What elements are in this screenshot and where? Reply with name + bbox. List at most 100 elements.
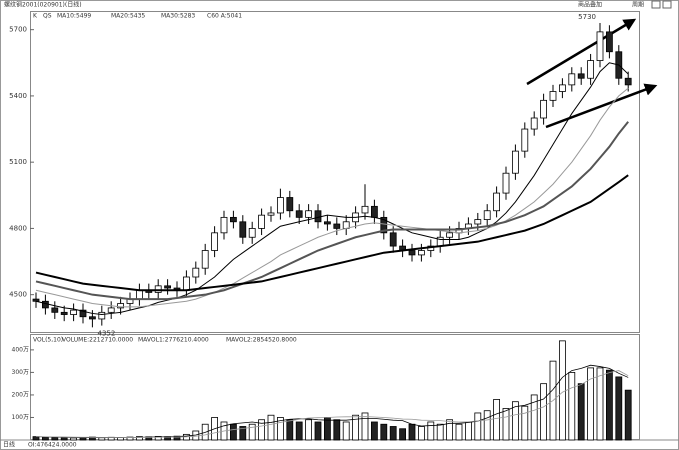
y-tick-label: 5700 (9, 26, 27, 34)
volume-bar (464, 421, 472, 441)
candle-body (192, 267, 200, 278)
candle-body (530, 117, 538, 130)
candle-body (493, 192, 501, 212)
volume-bar (239, 426, 247, 441)
volume-bar (248, 423, 256, 441)
candle-body (333, 223, 341, 229)
candle-body (267, 212, 275, 216)
legend-entry: C60 A:5041 (207, 13, 242, 20)
trend-arrow (526, 18, 637, 86)
candle-body (361, 205, 369, 214)
candle-body (42, 300, 49, 309)
volume-title: VOL(5,10) (33, 337, 63, 344)
candle-body (408, 250, 416, 256)
volume-bar (455, 423, 463, 441)
volume-legend: MAVOL2:2854520.8000 (226, 337, 297, 344)
ma-line (35, 87, 629, 308)
volume-bar (606, 369, 613, 441)
candle-body (568, 73, 576, 86)
legend-label: QS (43, 13, 52, 20)
candle-body (89, 316, 96, 320)
volume-bar (502, 408, 510, 441)
volume-bar (436, 423, 444, 441)
candle-body (248, 228, 256, 238)
volume-bar (352, 414, 360, 441)
window-button[interactable] (662, 0, 672, 9)
window-button[interactable] (651, 0, 661, 9)
volume-bar (267, 414, 275, 441)
volume-ma-line (35, 370, 629, 438)
candle-body (154, 285, 162, 293)
candle-body (596, 31, 604, 61)
volume-bar (32, 436, 40, 441)
volume-bar (286, 419, 294, 441)
legend-label: K (33, 13, 38, 20)
volume-bar (295, 421, 303, 441)
candle-body (446, 232, 454, 238)
volume-bar (427, 421, 435, 441)
candle-body (276, 197, 284, 214)
candle-body (314, 210, 322, 223)
volume-tick-label: 400万 (12, 346, 29, 353)
y-tick-label: 4800 (9, 224, 27, 232)
price-panel (30, 11, 640, 333)
footer-oi: OI:476424.0000 (28, 442, 77, 449)
candle-body (606, 31, 613, 53)
toolbar-button[interactable]: 周期 (632, 1, 644, 9)
legend-entry: MA20:5435 (111, 13, 145, 20)
toolbar-button[interactable]: 商品叠加 (578, 1, 602, 9)
volume-bar (474, 412, 482, 441)
low-label: 4352 (97, 329, 115, 337)
candle-body (540, 99, 547, 119)
footer-period: 日线 (3, 441, 15, 449)
volume-bar (333, 419, 341, 441)
candle-body (201, 250, 209, 269)
volume-tick-label: 300万 (12, 369, 29, 376)
volume-bar (342, 421, 350, 441)
legend-entry: MA10:5499 (57, 13, 91, 20)
candle-body (182, 276, 190, 291)
volume-bar (568, 372, 576, 441)
candle-body (51, 307, 59, 313)
volume-bar (559, 340, 566, 441)
candle-body (305, 210, 313, 218)
candle-body (98, 311, 106, 320)
volume-bar (408, 423, 416, 441)
volume-bar (587, 367, 594, 441)
candle-body (380, 216, 388, 234)
volume-bar (530, 394, 538, 441)
volume-bar (51, 437, 59, 441)
volume-bar (521, 405, 529, 441)
volume-bar (624, 389, 632, 441)
candle-body (117, 303, 124, 309)
volume-bar (399, 428, 407, 441)
volume-bar (615, 376, 623, 441)
volume-bar (512, 401, 519, 441)
volume-bar (117, 437, 124, 441)
chart-title: 螺纹钢2001(020901)(日线) (4, 1, 82, 9)
volume-bar (98, 437, 106, 441)
legend-entry: MA30:5283 (161, 13, 195, 20)
candle-body (164, 285, 172, 289)
volume-bar (577, 383, 585, 441)
y-tick-label: 5100 (9, 158, 27, 166)
candle-body (474, 219, 482, 225)
candle-body (60, 311, 68, 315)
ma-line (35, 62, 629, 316)
ma-line (35, 121, 629, 301)
candle-body (211, 232, 219, 251)
volume-legend: MAVOL1:2776210.4000 (138, 337, 209, 344)
volume-bar (540, 383, 547, 441)
volume-legend: VOLUME:2212710.0000 (62, 337, 133, 344)
volume-bar (60, 437, 68, 441)
y-tick-label: 5400 (9, 92, 27, 100)
candle-body (587, 60, 594, 79)
volume-bar (70, 437, 77, 441)
volume-bar (493, 399, 501, 441)
volume-tick-label: 100万 (12, 414, 29, 421)
volume-bar (154, 435, 162, 441)
candle-body (512, 150, 519, 174)
high-label: 5730 (578, 13, 596, 21)
volume-bar (361, 412, 369, 441)
